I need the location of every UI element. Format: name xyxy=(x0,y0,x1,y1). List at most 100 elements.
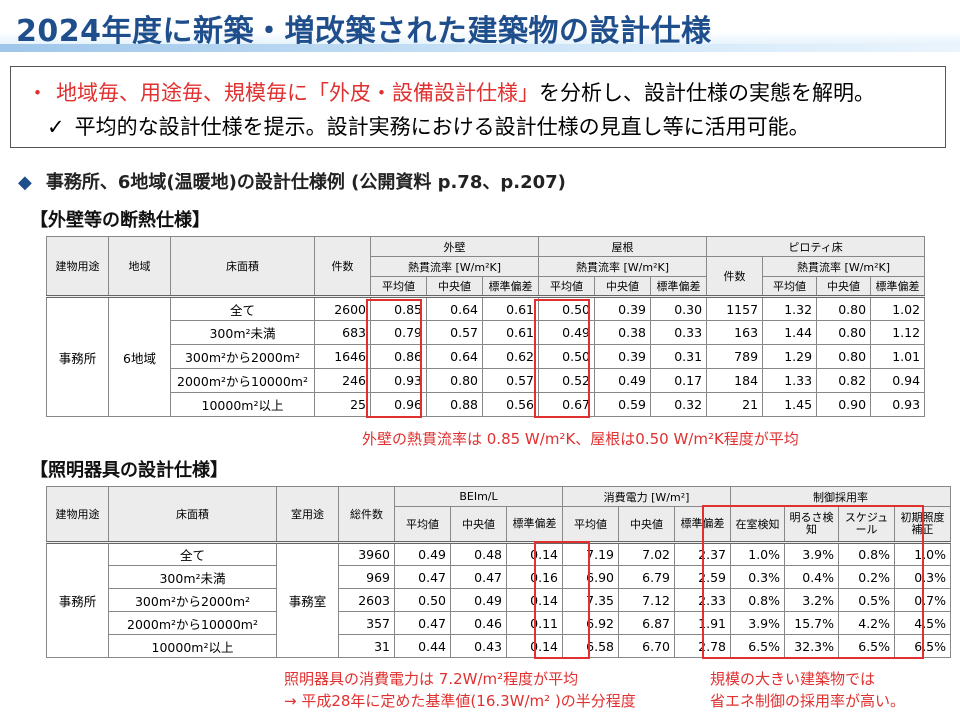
header-stddev: 標準偏差 xyxy=(506,506,563,544)
title-underline xyxy=(0,44,960,52)
header-avg: 平均値 xyxy=(538,276,596,298)
value-cell-e-sd: 2.37 xyxy=(673,542,732,566)
value-cell-e-sd: 2.78 xyxy=(673,634,732,658)
header-roof: 屋根 xyxy=(538,236,708,257)
value-cell-p-med: 0.82 xyxy=(816,368,872,393)
value-cell-c2: 15.7% xyxy=(784,611,840,635)
header-building-use: 建物用途 xyxy=(46,486,109,544)
lighting-note-1a: 照明器具の消費電力は 7.2W/m²程度が平均 xyxy=(284,670,579,688)
value-cell-p-count: 1157 xyxy=(706,296,764,321)
value-cell-r-med: 0.39 xyxy=(594,296,652,321)
value-cell-w-sd: 0.62 xyxy=(481,344,540,369)
value-cell-e-avg: 7.19 xyxy=(562,542,619,566)
summary-line-2: ✓ 平均的な設計仕様を提示。設計実務における設計仕様の見直し等に活用可能。 xyxy=(47,111,810,141)
value-cell-c2: 32.3% xyxy=(784,634,840,658)
header-avg: 平均値 xyxy=(562,506,619,544)
value-cell-b-med: 0.48 xyxy=(450,542,507,566)
lighting-heading: 【照明器具の設計仕様】 xyxy=(30,460,228,481)
value-cell-r-avg: 0.67 xyxy=(538,392,596,417)
value-cell-p-count: 21 xyxy=(706,392,764,417)
floor-area-cell: 2000m²から10000m² xyxy=(108,611,277,635)
summary-box: ・地域毎、用途毎、規模毎に「外皮・設備設計仕様」を分析し、設計仕様の実態を解明。… xyxy=(10,66,946,148)
header-total-count: 総件数 xyxy=(338,486,395,544)
value-cell-w-avg: 0.93 xyxy=(370,368,427,393)
value-cell-r-med: 0.38 xyxy=(594,320,652,345)
header-room-use: 室用途 xyxy=(276,486,339,544)
header-count: 件数 xyxy=(314,236,371,298)
value-cell-c1: 0.3% xyxy=(730,565,786,589)
value-cell-p-med: 0.90 xyxy=(816,392,872,417)
header-pilotis-flux: 熱貫流率 [W/m²K] xyxy=(762,256,926,277)
value-cell-c4: 6.5% xyxy=(894,634,952,658)
value-cell-b-avg: 0.47 xyxy=(394,611,451,635)
value-cell-r-med: 0.39 xyxy=(594,344,652,369)
value-cell-e-sd: 1.91 xyxy=(673,611,732,635)
header-median: 中央値 xyxy=(426,276,483,298)
title-bar: 2024年度に新築・増改築された建築物の設計仕様 xyxy=(0,0,960,52)
value-cell-e-avg: 7.35 xyxy=(562,588,619,612)
header-power: 消費電力 [W/m²] xyxy=(561,486,732,507)
value-cell-p-avg: 1.29 xyxy=(762,344,818,369)
header-schedule: スケジュール xyxy=(838,506,896,544)
header-floor-area: 床面積 xyxy=(108,486,277,544)
floor-area-cell: 300m²から2000m² xyxy=(108,588,277,612)
lighting-note-2a: 規模の大きい建築物では xyxy=(710,670,876,688)
value-cell-c3: 4.2% xyxy=(838,611,896,635)
envelope-heading: 【外壁等の断熱仕様】 xyxy=(30,210,210,231)
floor-area-cell: 300m²から2000m² xyxy=(170,344,315,369)
header-avg: 平均値 xyxy=(394,506,451,544)
value-cell-w-med: 0.88 xyxy=(426,392,483,417)
header-median: 中央値 xyxy=(816,276,872,298)
value-cell-e-sd: 2.33 xyxy=(673,588,732,612)
value-cell-p-sd: 0.93 xyxy=(870,392,926,417)
value-cell-count: 683 xyxy=(314,320,371,345)
bullet-icon: ・ xyxy=(27,81,48,105)
value-cell-r-sd: 0.17 xyxy=(650,368,708,393)
value-cell-c3: 6.5% xyxy=(838,634,896,658)
value-cell-e-avg: 6.58 xyxy=(562,634,619,658)
page-title: 2024年度に新築・増改築された建築物の設計仕様 xyxy=(16,14,712,49)
value-cell-e-med: 6.87 xyxy=(618,611,675,635)
check-icon: ✓ xyxy=(47,115,65,139)
envelope-note: 外壁の熱貫流率は 0.85 W/m²K、屋根は0.50 W/m²K程度が平均 xyxy=(362,430,799,448)
table-row: 10000m²以上 25 0.96 0.88 0.56 0.67 0.59 0.32 21 1.4… xyxy=(47,392,926,417)
value-cell-r-sd: 0.33 xyxy=(650,320,708,345)
header-beim: BEIm/L xyxy=(394,486,563,507)
value-cell-w-sd: 0.57 xyxy=(481,368,540,393)
value-cell-b-avg: 0.47 xyxy=(394,565,451,589)
value-cell-r-sd: 0.32 xyxy=(650,392,708,417)
value-cell-p-avg: 1.32 xyxy=(762,296,818,321)
value-cell-p-sd: 1.12 xyxy=(870,320,926,345)
value-cell-b-med: 0.43 xyxy=(450,634,507,658)
building-use-cell: 事務所 xyxy=(46,542,109,658)
value-cell-total: 3960 xyxy=(338,542,395,566)
header-stddev: 標準偏差 xyxy=(673,506,732,544)
header-daylight-sensor: 明るさ検知 xyxy=(784,506,840,544)
value-cell-c3: 0.8% xyxy=(838,542,896,566)
lighting-note-1b: → 平成28年に定めた基準値(16.3W/m² )の半分程度 xyxy=(284,692,636,710)
value-cell-b-sd: 0.14 xyxy=(506,634,563,658)
value-cell-c4: 0.3% xyxy=(894,565,952,589)
floor-area-cell: 300m²未満 xyxy=(170,320,315,345)
value-cell-b-sd: 0.11 xyxy=(506,611,563,635)
value-cell-w-avg: 0.96 xyxy=(370,392,427,417)
table-row: 2000m²から10000m² 246 0.93 0.80 0.57 0.52 0.49 0.… xyxy=(47,368,926,393)
value-cell-count: 25 xyxy=(314,392,371,417)
header-initial-lumen: 初期照度補正 xyxy=(894,506,952,544)
value-cell-r-sd: 0.31 xyxy=(650,344,708,369)
diamond-icon: ◆ xyxy=(18,172,32,193)
value-cell-p-sd: 1.02 xyxy=(870,296,926,321)
value-cell-p-sd: 1.01 xyxy=(870,344,926,369)
value-cell-b-med: 0.49 xyxy=(450,588,507,612)
floor-area-cell: 300m²未満 xyxy=(108,565,277,589)
value-cell-p-avg: 1.33 xyxy=(762,368,818,393)
value-cell-p-avg: 1.44 xyxy=(762,320,818,345)
value-cell-w-med: 0.64 xyxy=(426,296,483,321)
header-occupancy-sensor: 在室検知 xyxy=(730,506,786,544)
value-cell-total: 31 xyxy=(338,634,395,658)
lighting-note-2b: 省エネ制御の採用率が高い。 xyxy=(710,692,906,710)
value-cell-e-avg: 6.92 xyxy=(562,611,619,635)
region-cell: 6地域 xyxy=(108,296,171,417)
value-cell-w-sd: 0.56 xyxy=(481,392,540,417)
header-avg: 平均値 xyxy=(370,276,427,298)
